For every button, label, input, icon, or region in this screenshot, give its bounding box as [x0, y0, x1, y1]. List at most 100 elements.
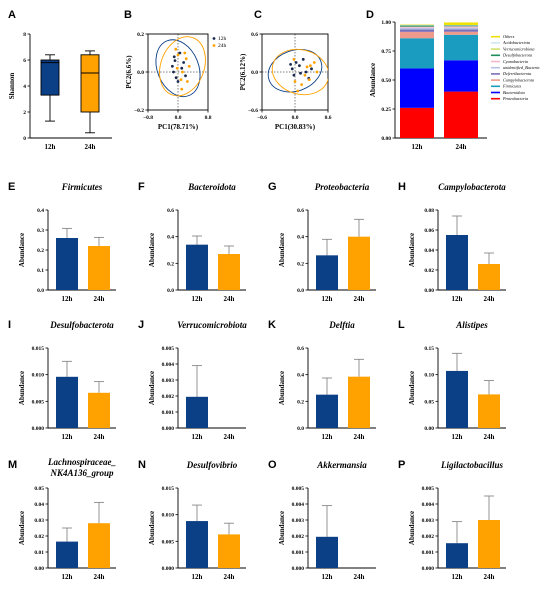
- bar-12h: [446, 235, 468, 290]
- panel-m-title-line2: NK4A136_group: [49, 468, 114, 478]
- panel-a-y-tick-label: 2: [23, 110, 26, 116]
- panel-o-y-label: Abundance: [278, 511, 286, 545]
- panel-j-y-tick-label: 0.005: [162, 346, 175, 352]
- y-tick-label: −0.6: [248, 108, 258, 114]
- point-12h: [172, 55, 176, 59]
- point-12h: [289, 63, 292, 66]
- stack-segment-Cyanobacteria: [444, 26, 478, 28]
- stack-segment-Campylobacterota: [400, 31, 434, 39]
- panel-g-title: Proteobacteria: [315, 182, 370, 192]
- panel-a-y-tick-label: 8: [23, 32, 26, 38]
- panel-h-y-tick-label: 0.04: [424, 248, 434, 254]
- panel-l-y-tick-label: 0.15: [424, 346, 434, 352]
- panel-m-y-tick-label: 0.00: [34, 566, 44, 572]
- panel-m-title: Lachnospiraceae_: [47, 457, 116, 467]
- stack-segment-Cyanobacteria: [400, 26, 434, 28]
- panel-o-y-tick-label: 0.000: [292, 566, 305, 572]
- panel-m-y-label: Abundance: [18, 511, 26, 545]
- stack-segment-Bacteroidota: [400, 68, 434, 108]
- x-tick-label: 24h: [484, 433, 495, 441]
- panel-m-y-tick-label: 0.01: [34, 550, 44, 556]
- panel-label: D: [366, 9, 374, 21]
- bar-12h: [56, 376, 78, 428]
- panel-a-y-tick-label: 0: [23, 136, 26, 142]
- panel-l-y-label: Abundance: [408, 371, 416, 405]
- panel-n-y-tick-label: 0.005: [162, 539, 175, 545]
- legend-label-Deferribacterota: Deferribacterota: [502, 71, 531, 76]
- panel-m-y-tick-label: 0.04: [34, 502, 44, 508]
- bar-12h: [446, 543, 468, 568]
- panel-n: N Desulfovibrio 0.000 0.005 0.010 0.015 Abunda…: [138, 459, 246, 581]
- panel-j-y-tick-label: 0.000: [162, 426, 175, 432]
- panel-k: K Delftia 0.0 0.2 0.4 0.6 Abundance 12h 24h: [268, 319, 376, 441]
- point-12h: [294, 61, 298, 64]
- stack-segment-Bacteroidota: [444, 60, 478, 92]
- panel-k-y-label: Abundance: [278, 371, 286, 405]
- panel-e-y-tick-label: 0.2: [37, 248, 44, 254]
- panel-o-y-tick-label: 0.003: [292, 518, 305, 524]
- x-tick-label: 24h: [354, 573, 365, 581]
- panel-label: K: [268, 319, 276, 331]
- panel-b-y-label: PC2(6.6%): [125, 55, 133, 89]
- panel-f-y-label: Abundance: [148, 233, 156, 267]
- panel-d-y-tick-label: 0.25: [381, 107, 391, 113]
- panel-d-y-tick-label: 0.75: [381, 49, 391, 55]
- point-24h: [176, 53, 180, 57]
- stack-segment-unidentified_Bacteria: [444, 27, 478, 30]
- stack-segment-Proteobacteria: [400, 107, 434, 138]
- point-12h: [180, 66, 184, 70]
- ellipse-12h: [267, 49, 323, 93]
- box-12h: [40, 59, 60, 96]
- panel-j-title: Verrucomicrobiota: [177, 320, 247, 330]
- bar-24h: [478, 394, 500, 428]
- x-tick-label: 12h: [62, 295, 73, 303]
- panel-j-y-label: Abundance: [148, 371, 156, 405]
- bar-12h: [56, 238, 78, 290]
- x-tick-label: 0.8: [205, 115, 212, 121]
- panel-c: C −0.6 0.0 0.6 −0.6 0.0 0.6 PC1(30.83%) PC2(6.12…: [239, 9, 332, 131]
- bar-12h: [56, 541, 78, 568]
- stack-segment-Campylobacterota: [444, 31, 478, 35]
- x-tick-label: 0.0: [292, 115, 299, 121]
- point-12h: [299, 71, 302, 75]
- bar-24h: [218, 254, 240, 290]
- ellipse-24h: [271, 48, 328, 96]
- panel-l-y-tick-label: 0.10: [424, 373, 434, 379]
- stack-segment-unidentified_Bacteria: [400, 27, 434, 30]
- panel-i-y-label: Abundance: [18, 371, 26, 405]
- x-tick-label: 12h: [412, 143, 423, 151]
- point-12h: [290, 67, 294, 71]
- panel-n-y-tick-label: 0.000: [162, 566, 175, 572]
- panel-d-y-tick-label: 1.00: [381, 20, 391, 26]
- panel-i-y-tick-label: 0.005: [32, 399, 45, 405]
- bar-12h: [316, 536, 338, 568]
- panel-i-y-tick-label: 0.000: [32, 426, 45, 432]
- x-tick-label: 12h: [452, 573, 463, 581]
- panel-h-y-label: Abundance: [408, 233, 416, 267]
- point-12h: [176, 80, 180, 83]
- legend-label-Bacteroidota: Bacteroidota: [503, 90, 525, 95]
- point-24h: [309, 64, 312, 68]
- panel-k-y-tick-label: 0.0: [297, 426, 304, 432]
- point-12h: [174, 76, 178, 80]
- panel-d-y-tick-label: 0.00: [381, 136, 391, 142]
- bar-12h: [316, 394, 338, 428]
- point-12h: [178, 51, 182, 55]
- point-12h: [304, 70, 308, 74]
- point-12h: [310, 67, 313, 71]
- point-24h: [175, 66, 179, 70]
- x-tick-label: 24h: [94, 295, 105, 303]
- point-12h: [298, 64, 301, 68]
- panel-h-y-tick-label: 0.08: [424, 208, 434, 214]
- panel-j-y-tick-label: 0.003: [162, 378, 175, 384]
- panel-k-y-tick-label: 0.2: [297, 399, 304, 405]
- x-tick-label: 0.0: [175, 115, 182, 121]
- point-12h: [301, 57, 305, 61]
- point-24h: [312, 61, 316, 64]
- bar-24h: [348, 236, 370, 290]
- bar-24h: [88, 392, 110, 428]
- legend-label-Desulfobacterota: Desulfobacterota: [502, 53, 532, 58]
- panel-f-y-tick-label: 0.2: [167, 261, 174, 267]
- x-tick-label: 24h: [484, 295, 495, 303]
- legend-label-Cyanobacteria: Cyanobacteria: [503, 59, 528, 64]
